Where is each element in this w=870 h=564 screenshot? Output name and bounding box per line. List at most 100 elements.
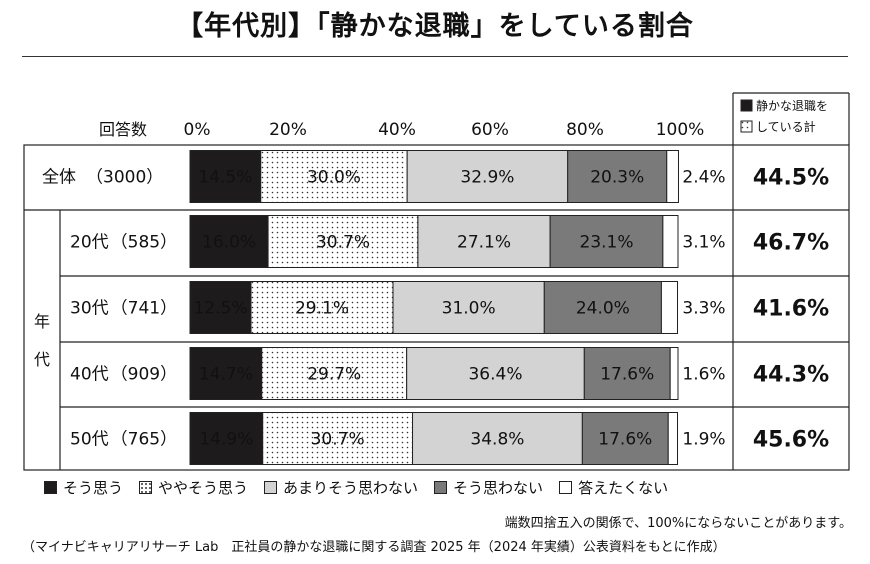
bar-segment-not-really [412,412,583,465]
data-label: 16.0% [202,233,256,253]
data-label: 24.0% [576,299,630,319]
data-label-no-answer: 2.4% [682,168,725,188]
total-header-line-1: 静かな退職を [756,99,828,113]
legend-label: そう思う [63,478,124,497]
x-tick-label: 80% [566,120,604,140]
data-label: 36.4% [468,365,522,385]
legend-item-disagree: そう思わない [434,477,543,498]
row-label-name: 30代 [70,299,109,319]
legend: そう思う ややそう思う あまりそう思わない そう思わない 答えたくない [44,476,684,498]
row-respondent-count: （909） [111,365,177,385]
chart-title: 【年代別】「静かな退職」をしている割合 [176,11,694,42]
source-note: （マイナビキャリアリサーチ Lab 正社員の静かな退職に関する調査 2025 年… [22,540,726,555]
row-total: 45.6% [753,428,829,453]
total-header-swatch-somewhat [740,120,753,133]
total-header-line-2: している計 [756,119,816,134]
row-label-name: 40代 [70,365,109,385]
row-total: 44.5% [753,166,829,191]
bar-segment-agree [189,412,264,465]
rounding-note: 端数四捨五入の関係で、100%にならないことがあります。 [504,516,852,531]
bar-segment-no-answer [669,347,679,400]
bar-segment-not-really [392,281,545,334]
data-label: 23.1% [580,233,634,253]
bar-segment-agree [189,281,252,334]
data-label-no-answer: 3.1% [682,233,725,253]
data-label: 34.8% [470,430,524,450]
x-tick-label: 60% [471,120,509,140]
data-label: 17.6% [600,365,654,385]
legend-item-no-answer: 答えたくない [559,477,668,498]
row-label-name: 20代 [70,233,109,253]
data-label: 29.7% [307,365,361,385]
legend-item-somewhat-agree: ややそう思う [139,477,248,498]
row-total: 46.7% [753,231,829,256]
title-divider [22,56,848,57]
row-respondent-count: （585） [111,233,177,253]
bar-segment-not-really [406,150,569,203]
legend-swatch [44,480,57,494]
bar-segment-somewhat-agree [262,412,414,465]
data-label: 30.0% [307,168,361,188]
legend-item-not-really: あまりそう思わない [264,477,418,498]
data-label: 14.7% [199,365,253,385]
bar-segment-disagree [549,215,664,268]
data-label: 14.5% [198,168,252,188]
data-label-no-answer: 3.3% [682,299,725,319]
data-label: 27.1% [457,233,511,253]
data-label: 30.7% [311,430,365,450]
bar-segment-no-answer [660,281,679,334]
bar-segment-not-really [417,215,551,268]
data-label: 31.0% [442,299,496,319]
bar-segment-somewhat-agree [260,150,408,203]
legend-item-agree: そう思う [44,477,123,498]
bar-segment-disagree [581,412,669,465]
bar-segment-disagree [567,150,668,203]
row-label: 40代 （909） [70,365,177,385]
x-tick-label: 0% [184,120,211,140]
bar-segment-disagree [543,281,662,334]
bar-segment-no-answer [667,412,679,465]
bar-segment-no-answer [666,150,679,203]
bar-segment-disagree [583,347,671,400]
data-label: 32.9% [460,168,514,188]
legend-swatch [139,480,153,494]
row-total: 44.3% [753,363,829,388]
data-label: 30.7% [316,233,370,253]
age-group-label: 年 [34,312,50,331]
legend-label: あまりそう思わない [283,478,419,497]
legend-label: ややそう思う [158,478,249,497]
legend-label: 答えたくない [578,478,669,497]
bar-segment-agree [189,150,262,203]
data-label-no-answer: 1.6% [682,365,725,385]
legend-swatch [434,480,448,494]
data-label: 29.1% [295,299,349,319]
table-frame [23,144,850,471]
row-total: 41.6% [753,297,829,322]
row-label: 20代 （585） [70,233,177,253]
bar-segment-somewhat-agree [250,281,394,334]
total-header-swatch-agree [740,99,753,112]
data-label: 17.6% [598,430,652,450]
bar-segment-no-answer [662,215,679,268]
data-label: 14.9% [199,430,253,450]
data-label-no-answer: 1.9% [682,430,725,450]
row-label: 30代 （741） [70,299,177,319]
row-respondent-count: （741） [111,299,177,319]
row-respondent-count: （3000） [86,168,163,188]
legend-swatch [559,480,573,494]
x-tick-label: 100% [656,120,705,140]
age-group-label: 代 [34,350,50,369]
row-label: 50代 （765） [70,430,177,450]
row-label: 全体 （3000） [42,168,163,188]
respondents-header: 回答数 [99,120,147,139]
x-tick-label: 20% [269,120,307,140]
data-label: 12.5% [193,299,247,319]
row-label-name: 50代 [70,430,109,450]
legend-label: そう思わない [453,478,544,497]
row-label-name: 全体 [42,168,76,188]
x-tick-label: 40% [378,120,416,140]
row-respondent-count: （765） [111,430,177,450]
data-label: 20.3% [590,168,644,188]
legend-swatch [264,480,278,494]
